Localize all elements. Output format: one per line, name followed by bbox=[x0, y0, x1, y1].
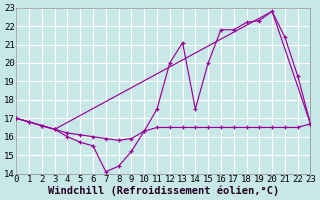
X-axis label: Windchill (Refroidissement éolien,°C): Windchill (Refroidissement éolien,°C) bbox=[48, 185, 279, 196]
